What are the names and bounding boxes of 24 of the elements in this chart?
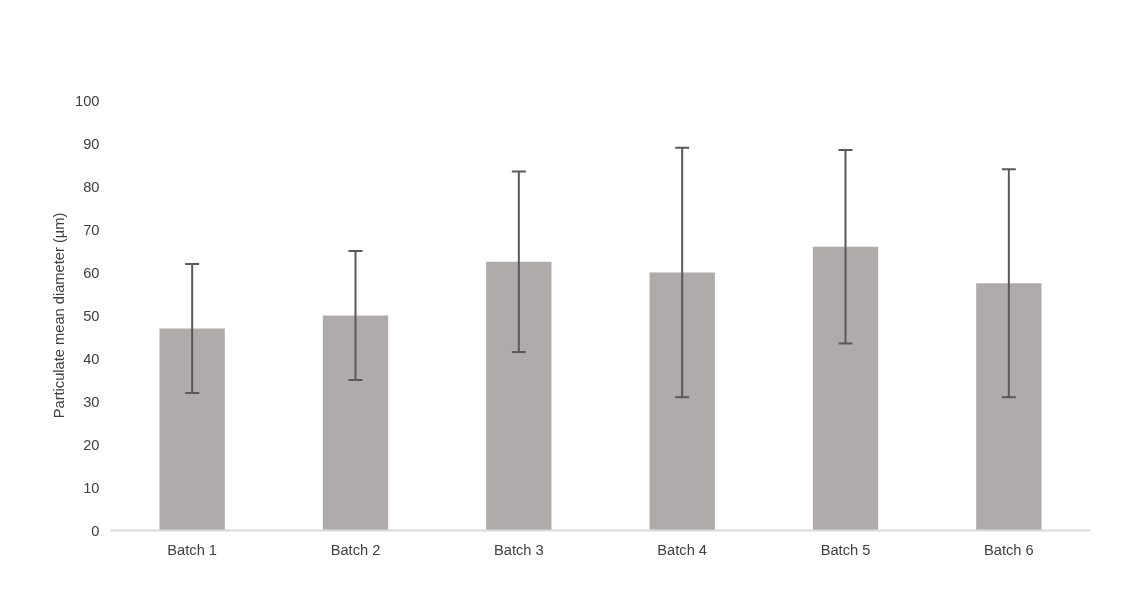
y-tick-label: 50 xyxy=(83,307,100,324)
y-tick-label: 80 xyxy=(83,178,100,195)
bar xyxy=(159,328,225,531)
x-tick-label: Batch 5 xyxy=(820,541,871,558)
y-axis-title: Particulate mean diameter (µm) xyxy=(51,212,68,419)
y-tick-label: 0 xyxy=(91,522,100,539)
x-tick-label: Batch 1 xyxy=(167,541,218,558)
x-tick-label: Batch 2 xyxy=(330,541,381,558)
bar xyxy=(812,246,879,531)
x-tick-label: Batch 3 xyxy=(493,541,544,558)
bar xyxy=(649,272,715,531)
y-tick-label: 40 xyxy=(83,350,100,367)
y-tick-label: 30 xyxy=(83,393,100,410)
y-tick-label: 20 xyxy=(83,436,100,453)
y-tick-label: 100 xyxy=(75,92,100,109)
y-tick-label: 70 xyxy=(83,221,100,238)
x-tick-label: Batch 6 xyxy=(983,541,1034,558)
bar xyxy=(322,315,389,531)
bar xyxy=(486,261,552,531)
y-tick-label: 90 xyxy=(83,135,100,152)
y-tick-label: 60 xyxy=(83,264,100,281)
bar xyxy=(976,283,1042,531)
x-tick-label: Batch 4 xyxy=(657,541,708,558)
y-tick-label: 10 xyxy=(83,479,100,496)
